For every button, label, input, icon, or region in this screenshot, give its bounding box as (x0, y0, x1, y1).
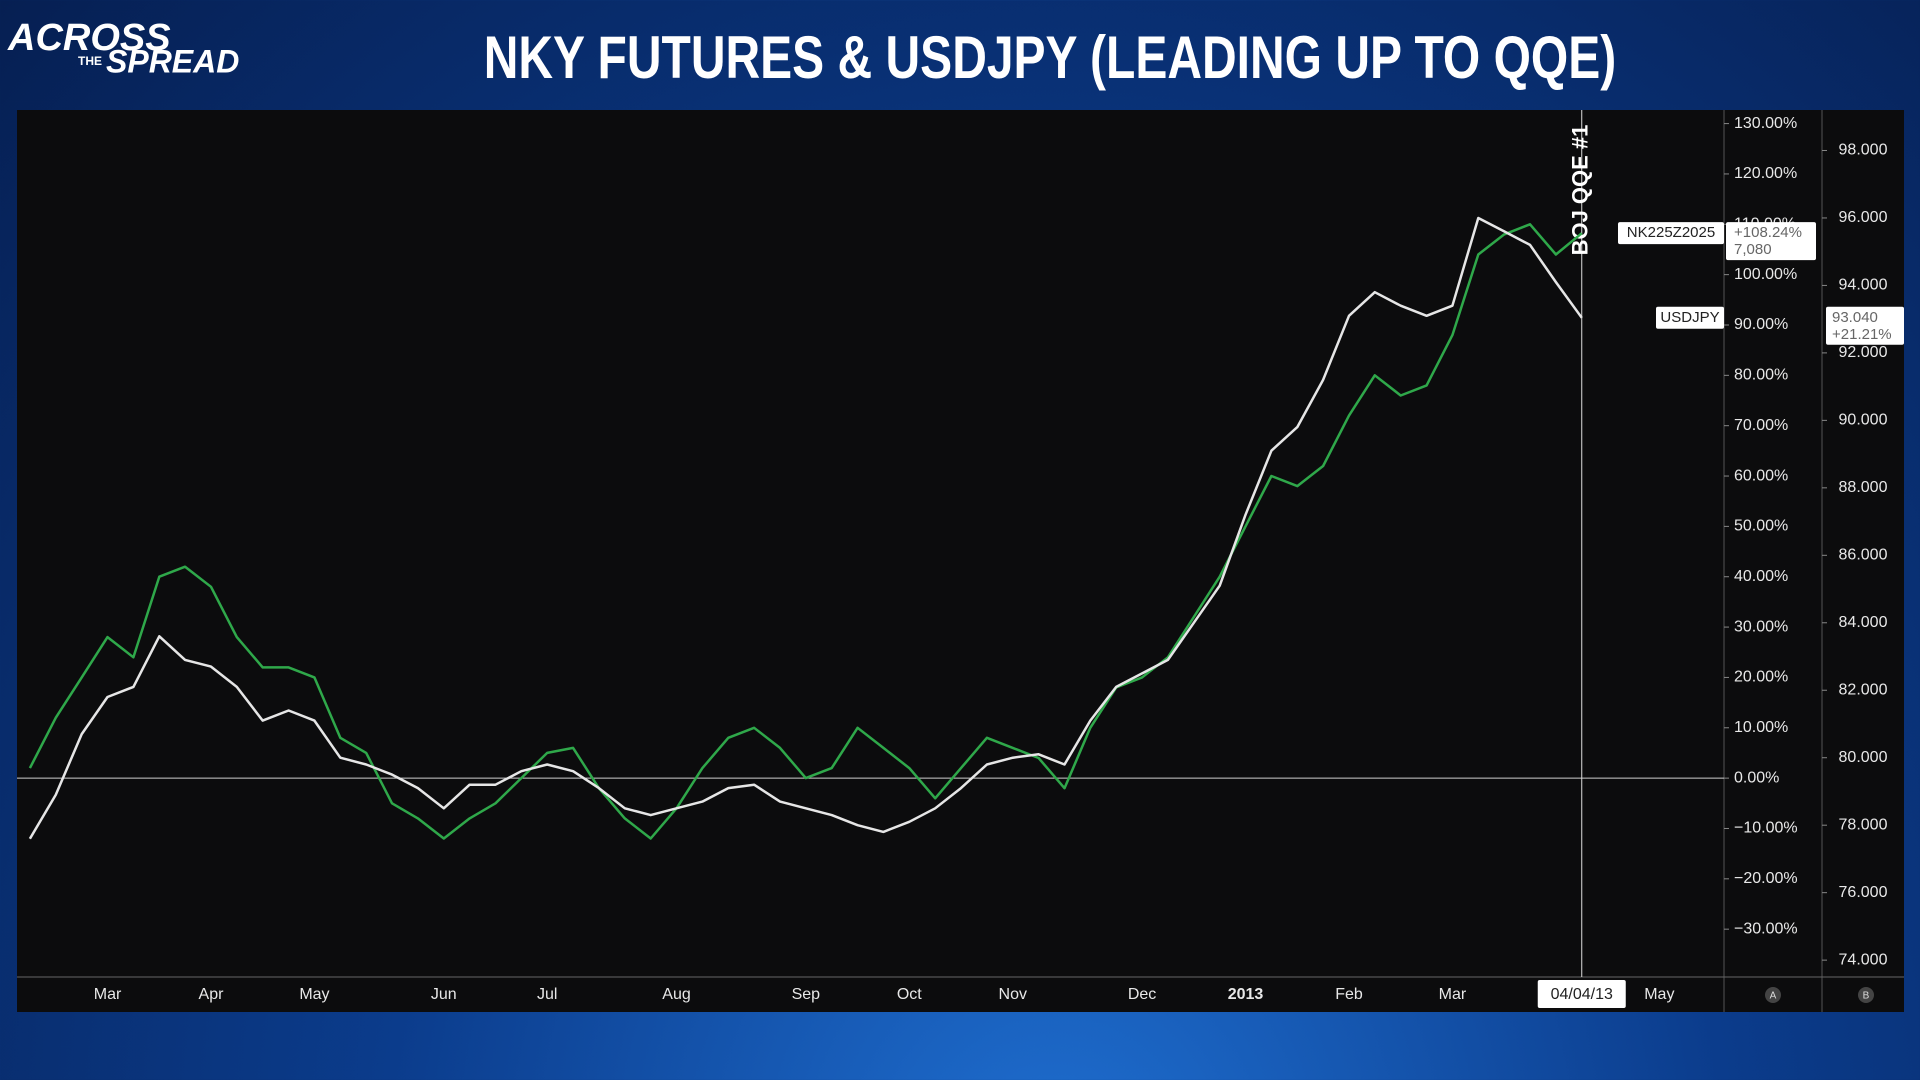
y2-tick-label: 94.000 (1839, 277, 1888, 294)
y2-tick-label: 82.000 (1839, 681, 1888, 698)
y-tick-label: 40.00% (1734, 568, 1788, 585)
x-tick-label: Dec (1128, 986, 1156, 1003)
y-tick-label: 70.00% (1734, 417, 1788, 434)
x-tick-label: Mar (1439, 986, 1467, 1003)
y2-tick-label: 86.000 (1839, 547, 1888, 564)
y-tick-label: 90.00% (1734, 316, 1788, 333)
axis-button (1858, 987, 1874, 1003)
logo-text: SPREAD (106, 43, 239, 79)
chart-title: NKY FUTURES & USDJPY (LEADING UP TO QQE) (484, 24, 1617, 91)
series-name-box (1656, 306, 1724, 329)
y-tick-label: 80.00% (1734, 367, 1788, 384)
x-tick-label: May (299, 986, 329, 1003)
y2-tick-label: 98.000 (1839, 142, 1888, 159)
x-tick-label: Aug (662, 986, 690, 1003)
chart-panel (17, 110, 1904, 1012)
y-tick-label: 60.00% (1734, 467, 1788, 484)
value-label: +108.24% (1734, 224, 1802, 241)
axis-button-label: A (1770, 991, 1777, 1002)
x-tick-label: Jun (431, 986, 457, 1003)
y-tick-label: 50.00% (1734, 518, 1788, 535)
legend-label: NK225Z2025 (1627, 224, 1715, 241)
legend-label: USDJPY (1660, 309, 1719, 326)
series-name-box (1618, 222, 1724, 245)
value-label: 93.040 (1832, 309, 1878, 326)
crosshair-label: 04/04/13 (1551, 986, 1613, 1003)
series-line (28, 216, 1583, 840)
price-label: 7,080 (1734, 241, 1772, 258)
y-tick-label: −10.00% (1734, 820, 1798, 837)
y2-tick-label: 92.000 (1839, 344, 1888, 361)
axis-button (1765, 987, 1781, 1003)
y2-tick-label: 80.000 (1839, 749, 1888, 766)
x-tick-label: 2013 (1228, 986, 1264, 1003)
y2-tick-label: 84.000 (1839, 614, 1888, 631)
y-tick-label: −20.00% (1734, 870, 1798, 887)
y2-tick-label: 78.000 (1839, 816, 1888, 833)
x-tick-label: Sep (792, 986, 821, 1003)
y-tick-label: 10.00% (1734, 719, 1788, 736)
x-tick-label: Oct (897, 986, 922, 1003)
value-box (1726, 222, 1816, 261)
change-label: +21.21% (1832, 326, 1892, 343)
y-tick-label: 0.00% (1734, 769, 1779, 786)
y2-tick-label: 74.000 (1839, 951, 1888, 968)
y-tick-label: 20.00% (1734, 669, 1788, 686)
y2-tick-label: 90.000 (1839, 412, 1888, 429)
y-tick-label: 30.00% (1734, 618, 1788, 635)
x-tick-label: Nov (999, 986, 1027, 1003)
y2-tick-label: 88.000 (1839, 479, 1888, 496)
y-tick-label: 130.00% (1734, 115, 1797, 132)
x-tick-label: Feb (1335, 986, 1363, 1003)
y-tick-label: 100.00% (1734, 266, 1797, 283)
logo-text: ACROSS (7, 17, 171, 59)
x-tick-label: Jul (537, 986, 557, 1003)
y-tick-label: −30.00% (1734, 920, 1798, 937)
x-tick-label: Mar (94, 986, 122, 1003)
crosshair-label-box (1537, 980, 1626, 1008)
y-tick-label: 120.00% (1734, 165, 1797, 182)
x-tick-label: Apr (199, 986, 225, 1003)
axis-button-label: B (1863, 991, 1870, 1002)
series-line (28, 223, 1583, 840)
x-tick-label: May (1644, 986, 1674, 1003)
logo: ACROSS THE SPREAD (7, 17, 239, 79)
y2-tick-label: 76.000 (1839, 884, 1888, 901)
y2-tick-label: 96.000 (1839, 209, 1888, 226)
value-box (1826, 306, 1904, 345)
logo-text: THE (78, 54, 102, 68)
